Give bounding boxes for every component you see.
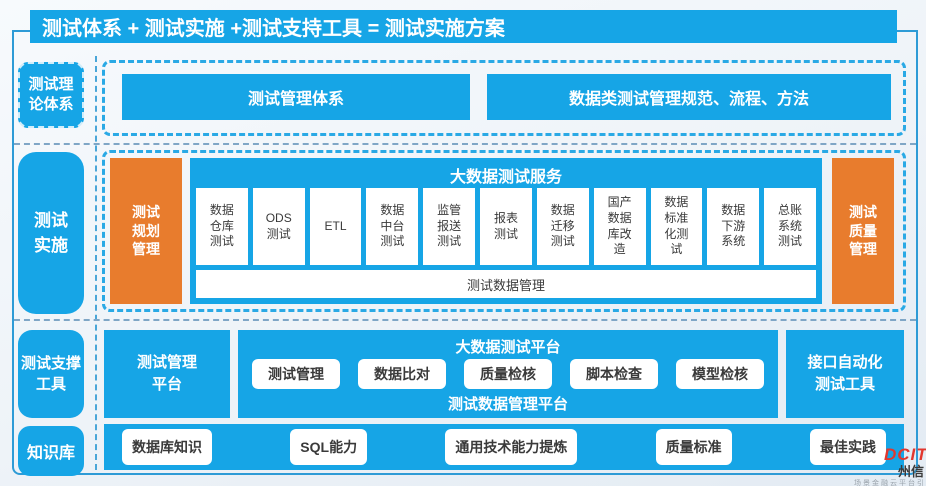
bigdata-test-service-title: 大数据测试服务 [449, 169, 562, 186]
test-data-platform-title: 测试数据管理平台 [447, 395, 568, 413]
separator-theory-implementation [14, 143, 916, 145]
platform-button: 模型检核 [676, 359, 764, 389]
row-label-tools-text: 测试支撑工具 [20, 355, 81, 393]
test-quality-text: 测试质量管理 [849, 203, 877, 258]
service-cell: 国产数据库改造 [593, 188, 646, 265]
vendor-logo-name: 州信 [898, 464, 925, 479]
header-bar: 测试体系 + 测试实施 +测试支持工具 = 测试实施方案 [30, 10, 897, 43]
theory-box-management-system: 测试管理体系 [122, 74, 470, 120]
platform-button: 数据比对 [358, 359, 446, 389]
service-cell: 数据中台测试 [366, 188, 419, 265]
platform-button: 质量检核 [464, 359, 552, 389]
knowledge-button: 通用技术能力提炼 [445, 429, 578, 465]
service-cell: 报表测试 [480, 188, 532, 265]
service-cell: 总账系统测试 [764, 188, 816, 265]
service-cell: 数据仓库测试 [196, 188, 248, 265]
bracket-top-left-segment [12, 30, 32, 32]
knowledge-bar: 数据库知识 SQL能力 通用技术能力提炼 质量标准 最佳实践 [104, 424, 904, 470]
service-cell: ETL [309, 188, 362, 265]
service-cell: ODS测试 [252, 188, 305, 265]
row-label-implementation: 测试实施 [18, 152, 84, 314]
service-cell: 监管报送测试 [423, 188, 476, 265]
api-automation-tool-box: 接口自动化测试工具 [786, 330, 904, 418]
platform-button: 脚本检查 [570, 359, 658, 389]
service-cell: 数据下游系统 [707, 188, 760, 265]
header-title: 测试体系 + 测试实施 +测试支持工具 = 测试实施方案 [42, 18, 505, 40]
knowledge-button: 质量标准 [655, 429, 732, 465]
label-content-divider [95, 56, 97, 470]
knowledge-button: SQL能力 [290, 429, 368, 465]
api-automation-tool-text: 接口自动化测试工具 [807, 353, 883, 394]
bracket-top-right-segment [896, 30, 918, 32]
platform-button: 测试管理 [252, 359, 340, 389]
theory-box-left-text: 测试管理体系 [247, 91, 344, 108]
test-data-management-bar: 测试数据管理 [196, 270, 816, 298]
platform-button-row: 测试管理 数据比对 质量检核 脚本检查 模型检核 [252, 358, 764, 390]
theory-box-right-text: 数据类测试管理规范、流程、方法 [568, 91, 809, 108]
vendor-logo: DCITS 州信 场景金融云平台引领 [854, 444, 926, 486]
theory-section-border [102, 60, 906, 136]
row-label-knowledge-text: 知识库 [26, 445, 75, 462]
vendor-logo-caption: 场景金融云平台引领 [854, 480, 926, 486]
theory-box-data-standards: 数据类测试管理规范、流程、方法 [487, 74, 891, 120]
test-planning-box: 测试规划管理 [110, 158, 182, 304]
row-label-tools: 测试支撑工具 [18, 330, 84, 418]
knowledge-button: 数据库知识 [122, 429, 212, 465]
test-quality-box: 测试质量管理 [832, 158, 894, 304]
test-management-platform-box: 测试管理平台 [104, 330, 230, 418]
row-label-implementation-text: 测试实施 [34, 210, 68, 256]
outer-bracket-frame [12, 30, 918, 475]
service-cell: 数据迁移测试 [536, 188, 589, 265]
row-label-theory: 测试理论体系 [18, 62, 84, 128]
separator-implementation-tools [14, 319, 916, 321]
service-cell: 数据标准化测试 [650, 188, 703, 265]
bigdata-test-platform-title: 大数据测试平台 [455, 338, 561, 356]
knowledge-button: 最佳实践 [809, 429, 886, 465]
bigdata-test-platform-container: 大数据测试平台 测试管理 数据比对 质量检核 脚本检查 模型检核 测试数据管理平台 [238, 330, 778, 418]
test-planning-text: 测试规划管理 [132, 203, 160, 258]
row-label-theory-text: 测试理论体系 [28, 75, 74, 113]
service-cell-grid: 数据仓库测试 ODS测试 ETL 数据中台测试 监管报送测试 报表测试 数据迁移测试 国产数据… [196, 188, 816, 265]
bigdata-test-service-container: 大数据测试服务 数据仓库测试 ODS测试 ETL 数据中台测试 监管报送测试 报表测试 数据… [190, 158, 822, 304]
test-management-platform-text: 测试管理平台 [136, 353, 197, 394]
vendor-logo-mark: DCITS [884, 445, 926, 464]
row-label-knowledge: 知识库 [18, 426, 84, 476]
implementation-section-border [102, 150, 906, 312]
